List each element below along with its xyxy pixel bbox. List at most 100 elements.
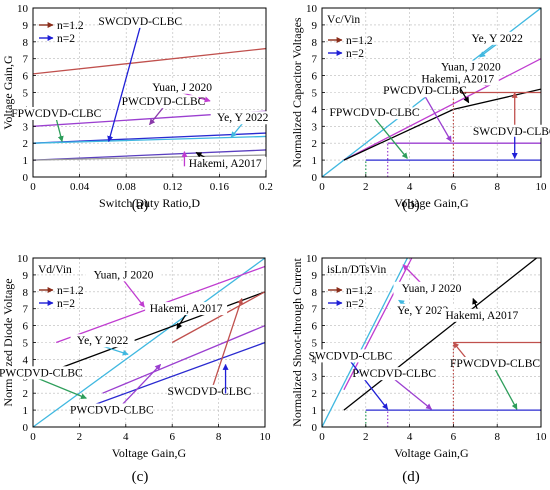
y-tick-label: 2 [312, 138, 318, 150]
x-tick-label: 8 [494, 181, 500, 193]
series-line [33, 149, 266, 161]
series-line [79, 341, 265, 411]
annotation-bg [315, 349, 386, 363]
chart-panel-2: 0 1 2 3 4 5 6 7 8 9 10 0 2 4 6 8 10 Voltage Gain,G Normali… [290, 3, 550, 213]
x-tick-label: 8 [494, 431, 500, 443]
y-tick-label: 0 [23, 422, 29, 434]
annotation-bg [389, 84, 460, 98]
legend-label: n=1.2 [57, 20, 84, 32]
y-tick-label: 9 [312, 270, 318, 282]
annotation-bg [184, 156, 267, 170]
annotation-arrow [55, 118, 64, 143]
annotation-label: Ye, Y 2022 [397, 305, 449, 317]
annotation-label: Ye, Y 2022 [472, 33, 524, 45]
inner-quantity-label: Vc/Vin [327, 14, 360, 26]
y-tick-label: 7 [23, 304, 29, 316]
y-tick-label: 8 [312, 287, 318, 299]
annotation-bg [465, 31, 530, 45]
y-tick-label: 7 [23, 54, 29, 66]
y-tick-label: 10 [306, 253, 318, 265]
y-tick-label: 0 [312, 422, 318, 434]
series-line [102, 324, 265, 394]
y-tick-label: 1 [312, 405, 318, 417]
series-line [55, 291, 265, 371]
y-tick-label: 1 [23, 155, 29, 167]
x-tick-label: 0.2 [259, 181, 273, 193]
x-tick-label: 2 [363, 431, 369, 443]
y-tick-label: 4 [312, 354, 318, 366]
y-tick-label: 10 [17, 253, 29, 265]
x-axis-label: Voltage Gain,G [112, 446, 187, 460]
legend-label: n=2 [346, 48, 364, 60]
series-line [33, 258, 265, 427]
annotation-bg [105, 14, 176, 28]
annotation-arrow [37, 377, 87, 399]
annotation-arrow [107, 26, 141, 143]
x-tick-label: 0.08 [117, 181, 137, 193]
annotation-label: SWCDVD-CLBC [473, 126, 550, 138]
annotation-arrow [374, 117, 408, 159]
y-tick-label: 10 [17, 3, 29, 15]
annotation-arrow [176, 313, 187, 330]
annotation-label: SWCDVD-CLBC [98, 16, 182, 28]
annotation-bg [479, 124, 550, 138]
annotation-bg [210, 111, 275, 125]
y-tick-label: 7 [312, 304, 318, 316]
annotation-label: FPWCDVD-CLBC [330, 107, 420, 119]
legend-label: n=2 [346, 298, 364, 310]
y-axis-label: Voltage Gain,G [1, 55, 15, 130]
panel-caption: (a) [132, 197, 149, 213]
y-tick-label: 2 [23, 388, 29, 400]
annotation-label: Yuan, J 2020 [441, 62, 501, 74]
series-line [33, 47, 266, 75]
annotation-arrow [102, 345, 129, 356]
legend-label: n=1.2 [346, 35, 373, 47]
panel-caption: (d) [402, 469, 420, 485]
annotation-label: SWCDVD-CLBC [309, 350, 393, 362]
x-tick-label: 6 [451, 181, 457, 193]
series-line [322, 258, 408, 427]
y-tick-label: 2 [23, 138, 29, 150]
y-tick-label: 5 [23, 338, 29, 350]
annotation-arrow [122, 279, 145, 308]
y-tick-label: 6 [312, 71, 318, 83]
annotation-label: PWCDVD-CLBC [383, 85, 467, 97]
y-tick-label: 8 [312, 37, 318, 49]
x-tick-label: 4 [407, 181, 413, 193]
annotation-bg [457, 357, 534, 371]
annotation-label: Yuan, J 2020 [152, 82, 212, 94]
annotation-arrow [424, 95, 452, 143]
x-axis-label: Voltage Gain,G [394, 446, 469, 460]
annotation-arrow [148, 106, 164, 126]
x-tick-label: 2 [77, 431, 83, 443]
annotation-arrow [349, 361, 389, 410]
x-tick-label: 0 [30, 431, 36, 443]
annotation-bg [359, 367, 430, 381]
x-tick-label: 0 [319, 181, 325, 193]
annotation-bg [336, 106, 413, 120]
annotation-label: PWCDVD-CLBC [122, 96, 206, 108]
y-tick-label: 9 [23, 270, 29, 282]
y-tick-label: 4 [23, 354, 29, 366]
legend-label: n=1.2 [346, 285, 373, 297]
chart-panel-4: 0 1 2 3 4 5 6 7 8 9 10 0 2 4 6 8 10 Voltage Gain,G Normali… [290, 253, 547, 485]
annotation-arrow [230, 122, 244, 138]
annotation-label: PWCDVD-CLBC [70, 404, 154, 416]
y-tick-label: 2 [312, 388, 318, 400]
annotation-label: Ye, Y 2022 [77, 335, 129, 347]
annotation-bg [416, 72, 499, 86]
x-tick-label: 6 [451, 431, 457, 443]
annotation-bg [76, 403, 147, 417]
annotation-bg [70, 334, 135, 348]
x-tick-label: 0.16 [210, 181, 230, 193]
y-tick-label: 0 [23, 172, 29, 184]
y-tick-label: 6 [23, 321, 29, 333]
annotation-label: Ye, Y 2022 [217, 112, 269, 124]
x-tick-label: 4 [407, 431, 413, 443]
series-line [343, 258, 538, 411]
annotation-label: FPWCDVD-CLBC [0, 367, 83, 379]
annotation-bg [0, 366, 76, 380]
series-line [343, 58, 541, 161]
